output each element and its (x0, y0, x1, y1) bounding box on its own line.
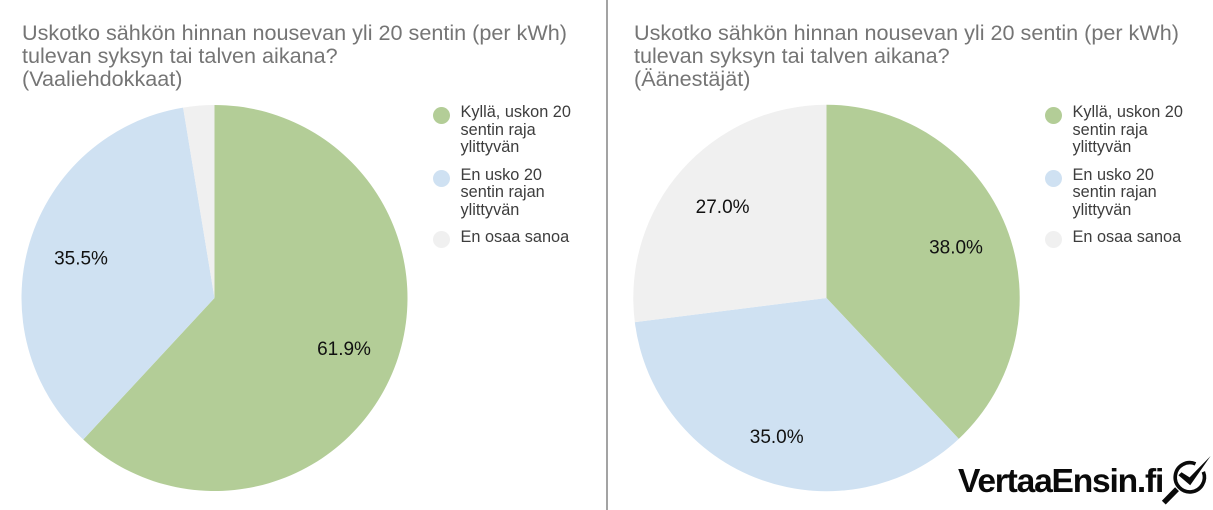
svg-text:35.5%: 35.5% (54, 248, 108, 269)
svg-text:61.9%: 61.9% (317, 339, 371, 360)
svg-text:27.0%: 27.0% (696, 197, 750, 218)
svg-text:38.0%: 38.0% (929, 237, 983, 258)
svg-text:35.0%: 35.0% (750, 427, 804, 448)
